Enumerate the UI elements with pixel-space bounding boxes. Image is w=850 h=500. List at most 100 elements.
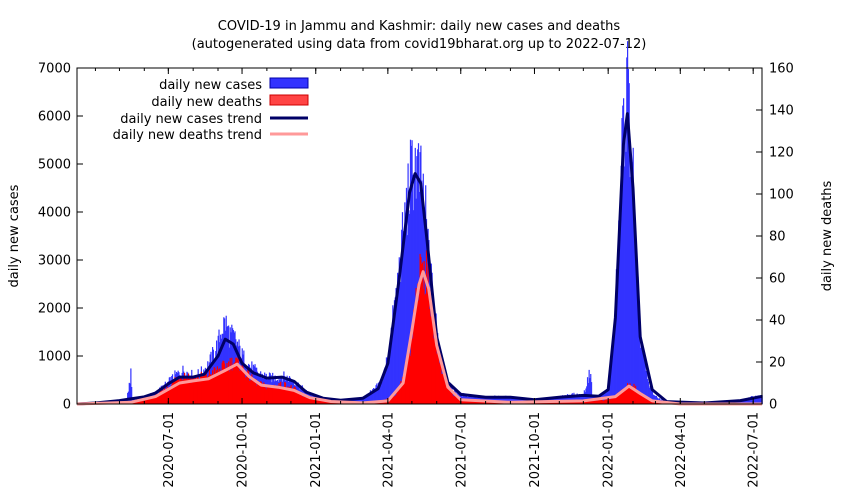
death-bar (413, 322, 416, 404)
death-bar (444, 381, 446, 404)
death-bar (169, 387, 171, 404)
case-bar (755, 395, 757, 404)
death-bar (144, 398, 146, 404)
x-tick-label: 2022-07-01 (747, 412, 762, 488)
case-bar (757, 395, 759, 404)
case-bar (758, 396, 760, 404)
case-bar (573, 392, 575, 404)
death-bar (452, 395, 454, 404)
death-bar (449, 391, 452, 404)
death-bar (650, 399, 652, 404)
death-bar (167, 388, 170, 404)
death-bar (265, 389, 267, 404)
death-bar (586, 400, 589, 404)
death-bar (562, 402, 564, 404)
death-bar (256, 386, 258, 404)
death-bar (232, 366, 235, 404)
case-bar (621, 118, 623, 405)
death-bar (288, 388, 290, 404)
death-bar (603, 400, 605, 404)
death-bar (399, 384, 401, 404)
death-bar (580, 401, 582, 404)
x-tick-label: 2021-07-01 (454, 412, 469, 488)
death-bar (436, 353, 438, 404)
death-bar (165, 390, 167, 404)
case-bar (590, 382, 593, 404)
death-bar (225, 370, 227, 404)
case-bar (385, 357, 388, 404)
case-bar (754, 397, 756, 404)
case-bar (571, 393, 573, 404)
death-bar (614, 396, 616, 404)
death-bar (142, 400, 144, 404)
death-bar (155, 393, 158, 404)
death-bar (559, 402, 561, 404)
death-bar (235, 357, 237, 404)
death-bar (566, 402, 568, 404)
death-bar (447, 384, 449, 404)
death-bar (191, 376, 194, 404)
x-tick-label: 2020-10-01 (236, 412, 251, 488)
death-bar (300, 393, 302, 404)
death-bar (425, 293, 427, 404)
y-tick-label: 3000 (38, 254, 71, 269)
death-bar (571, 401, 573, 404)
death-bar (498, 402, 500, 404)
death-bar (242, 366, 244, 404)
death-bar (472, 400, 474, 404)
case-bar (741, 400, 743, 404)
case-bar (647, 381, 650, 404)
death-bar (659, 402, 662, 404)
death-bar (484, 401, 486, 404)
death-bar (143, 400, 145, 404)
death-bar (561, 402, 563, 404)
chart-subtitle: (autogenerated using data from covid19bh… (192, 37, 647, 52)
case-bar (389, 347, 392, 404)
death-bar (237, 355, 239, 404)
death-bar (598, 399, 600, 404)
death-bar (594, 400, 597, 404)
death-bar (441, 373, 444, 404)
death-bar (180, 376, 182, 404)
death-bar (309, 396, 311, 404)
death-bar (276, 385, 279, 404)
death-bar (638, 393, 640, 404)
death-bar (618, 394, 620, 404)
case-bar (638, 292, 640, 404)
death-bar (540, 402, 542, 404)
death-bar (479, 401, 481, 404)
case-bar (378, 382, 380, 404)
case-bar (494, 395, 497, 404)
death-bar (642, 393, 644, 404)
case-bar (649, 385, 651, 404)
death-bar (322, 401, 324, 404)
death-bar (601, 399, 603, 404)
case-bar (391, 325, 393, 404)
death-bar (602, 400, 605, 404)
death-bar (203, 375, 206, 404)
death-bar (622, 389, 624, 404)
death-bar (282, 387, 284, 404)
case-bar (392, 305, 394, 404)
case-bar (742, 400, 744, 404)
death-bar (595, 400, 597, 404)
death-bar (602, 400, 604, 404)
death-bar (283, 388, 285, 404)
death-bar (295, 388, 297, 404)
legend-label-cases-trend: daily new cases trend (120, 112, 262, 127)
death-bar (261, 386, 263, 404)
death-bar (161, 391, 163, 404)
death-bar (304, 396, 307, 404)
death-bar (304, 395, 306, 404)
case-bar (645, 370, 647, 404)
death-bar (302, 396, 304, 404)
death-bar (270, 385, 272, 404)
death-bar (254, 382, 256, 404)
case-bar (743, 399, 746, 404)
death-bar (397, 391, 400, 404)
death-bar (640, 392, 642, 404)
death-bar (437, 339, 439, 404)
death-bar (323, 400, 325, 404)
case-bar (630, 166, 632, 404)
death-bar (156, 396, 158, 404)
